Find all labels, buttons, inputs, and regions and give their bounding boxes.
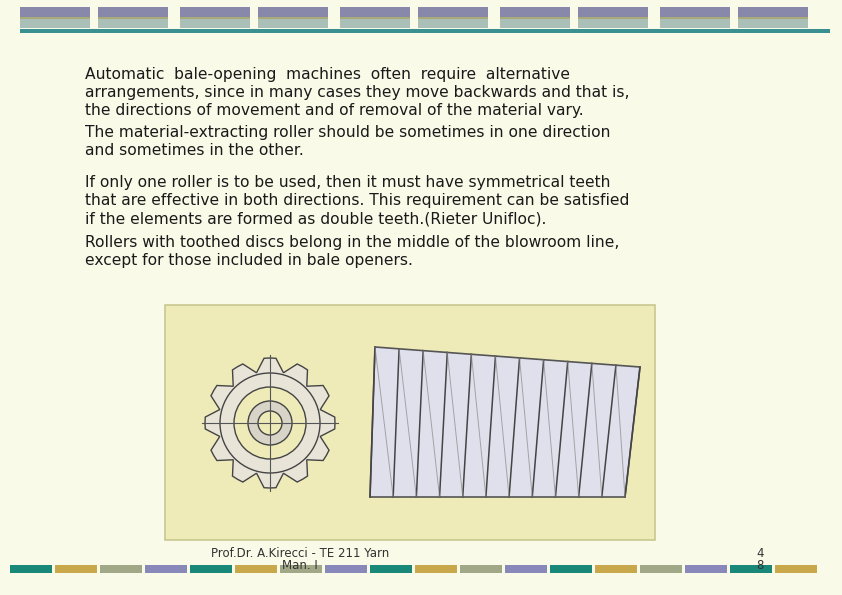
Bar xyxy=(98,7,168,17)
Text: if the elements are formed as double teeth.(Rieter Unifloc).: if the elements are formed as double tee… xyxy=(85,211,546,226)
Text: Man. I: Man. I xyxy=(282,559,318,572)
Text: The material-extracting roller should be sometimes in one direction: The material-extracting roller should be… xyxy=(85,125,610,140)
Text: and sometimes in the other.: and sometimes in the other. xyxy=(85,143,304,158)
Bar xyxy=(98,19,168,28)
Bar xyxy=(578,9,648,28)
Bar xyxy=(660,19,730,28)
Bar xyxy=(340,9,410,28)
Circle shape xyxy=(220,373,320,473)
Bar xyxy=(20,29,830,33)
Bar xyxy=(325,565,367,573)
Bar xyxy=(418,7,488,17)
Bar xyxy=(595,565,637,573)
Bar xyxy=(165,305,655,540)
Bar xyxy=(258,7,328,17)
Polygon shape xyxy=(370,347,640,497)
Text: If only one roller is to be used, then it must have symmetrical teeth: If only one roller is to be used, then i… xyxy=(85,175,610,190)
Bar xyxy=(180,7,250,17)
Bar xyxy=(685,565,727,573)
Bar xyxy=(660,9,730,28)
Bar xyxy=(738,19,808,28)
Bar xyxy=(235,565,277,573)
Bar xyxy=(738,9,808,28)
Bar xyxy=(418,19,488,28)
Text: Rollers with toothed discs belong in the middle of the blowroom line,: Rollers with toothed discs belong in the… xyxy=(85,235,620,250)
Bar xyxy=(370,565,412,573)
Text: 8: 8 xyxy=(756,559,764,572)
Bar xyxy=(280,565,322,573)
Bar xyxy=(640,565,682,573)
Circle shape xyxy=(234,387,306,459)
Polygon shape xyxy=(205,358,335,488)
Bar xyxy=(500,7,570,17)
Bar xyxy=(500,19,570,28)
Text: that are effective in both directions. This requirement can be satisfied: that are effective in both directions. T… xyxy=(85,193,629,208)
Text: Prof.Dr. A.Kirecci - TE 211 Yarn: Prof.Dr. A.Kirecci - TE 211 Yarn xyxy=(210,547,389,560)
Bar xyxy=(500,9,570,28)
Bar xyxy=(98,9,168,28)
Bar xyxy=(578,19,648,28)
Bar xyxy=(20,7,90,17)
Bar xyxy=(340,7,410,17)
Bar xyxy=(190,565,232,573)
Bar xyxy=(460,565,502,573)
Bar xyxy=(730,565,772,573)
Bar xyxy=(258,9,328,28)
Circle shape xyxy=(248,401,292,445)
Bar xyxy=(10,565,52,573)
Bar xyxy=(505,565,547,573)
Bar xyxy=(180,9,250,28)
Bar xyxy=(180,19,250,28)
Bar xyxy=(145,565,187,573)
Bar xyxy=(578,7,648,17)
Text: Automatic  bale-opening  machines  often  require  alternative: Automatic bale-opening machines often re… xyxy=(85,67,570,82)
Text: except for those included in bale openers.: except for those included in bale opener… xyxy=(85,253,413,268)
Bar xyxy=(20,9,90,28)
Bar xyxy=(340,19,410,28)
Text: the directions of movement and of removal of the material vary.: the directions of movement and of remova… xyxy=(85,103,584,118)
Bar xyxy=(258,19,328,28)
Bar xyxy=(55,565,97,573)
Text: 4: 4 xyxy=(756,547,764,560)
Bar xyxy=(100,565,142,573)
Bar xyxy=(550,565,592,573)
Circle shape xyxy=(258,411,282,435)
Bar xyxy=(415,565,457,573)
Bar xyxy=(738,7,808,17)
Bar xyxy=(20,19,90,28)
Bar xyxy=(660,7,730,17)
Bar xyxy=(418,9,488,28)
Bar xyxy=(775,565,817,573)
Text: arrangements, since in many cases they move backwards and that is,: arrangements, since in many cases they m… xyxy=(85,85,630,100)
